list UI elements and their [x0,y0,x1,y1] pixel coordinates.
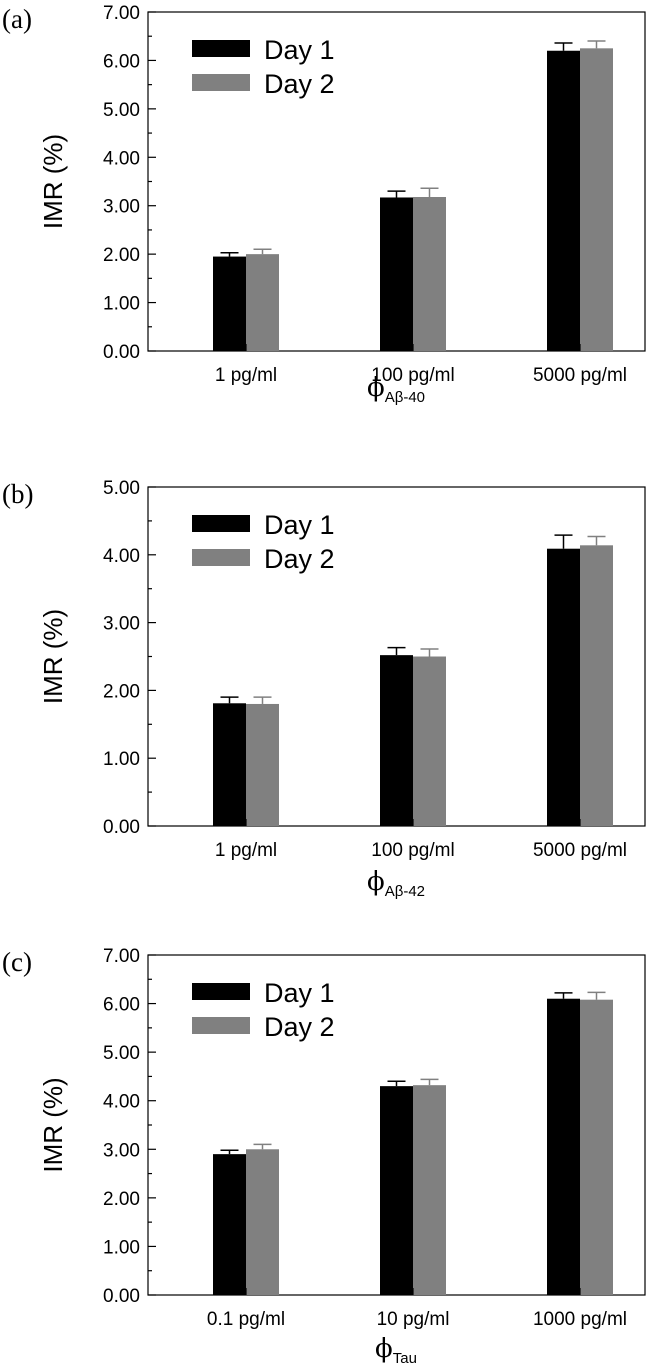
y-tick-label: 2.00 [103,681,140,702]
y-tick-label: 0.00 [103,342,140,363]
y-tick-label: 2.00 [103,1189,140,1210]
bar-day2-0 [246,703,279,826]
x-tick-label: 1000 pg/ml [533,1309,627,1330]
legend-label-day1: Day 1 [264,35,335,65]
bar-day1-2 [547,50,580,351]
y-tick-label: 4.00 [103,1092,140,1113]
y-tick-label: 3.00 [103,1140,140,1161]
y-tick-label: 1.00 [103,749,140,770]
x-axis-title: ϕAβ-42 [367,867,425,900]
y-tick-label: 0.00 [103,1286,140,1307]
x-tick-label: 0.1 pg/ml [207,1309,285,1330]
legend-label-day2: Day 2 [264,1012,335,1042]
y-tick-label: 4.00 [103,148,140,169]
x-axis-symbol: ϕ [367,867,385,897]
bar-day2-1 [413,196,446,351]
legend-label-day1: Day 1 [264,978,335,1008]
chart-panel-a: 0.00 1.00 2.00 3.00 4.00 5.00 6.00 7.00 1 pg/ml 1… [2,3,646,406]
legend-swatch-day2 [192,74,250,91]
chart-panel-b: 0.00 1.00 2.00 3.00 4.00 5.00 1 pg/ml 100 pg/ml… [2,478,646,900]
legend-label-day1: Day 1 [264,510,335,540]
x-tick-label: 1 pg/ml [215,365,277,386]
y-tick-label: 0.00 [103,817,140,838]
x-tick-label: 100 pg/ml [371,840,454,861]
y-tick-label: 5.00 [103,100,140,121]
chart-panel-c: 0.00 1.00 2.00 3.00 4.00 5.00 6.00 7.00 0.1 pg/m… [2,946,646,1364]
y-tick-label: 2.00 [103,245,140,266]
bar-day1-1 [380,197,413,351]
bar-day1-1 [380,1086,413,1295]
y-tick-label: 3.00 [103,197,140,218]
y-tick-label: 1.00 [103,1237,140,1258]
y-tick-label: 6.00 [103,51,140,72]
bar-day1-2 [547,548,580,826]
bar-day2-1 [413,1085,446,1295]
x-tick-label: 5000 pg/ml [533,365,627,386]
bar-day2-2 [580,999,613,1295]
legend-swatch-day1 [192,515,250,532]
y-axis-title: IMR (%) [38,609,68,704]
legend-swatch-day2 [192,1017,250,1034]
x-tick-label: 5000 pg/ml [533,840,627,861]
y-axis-title: IMR (%) [38,134,68,229]
x-tick-label: 1 pg/ml [215,840,277,861]
bar-day1-0 [213,703,246,826]
legend-swatch-day1 [192,40,250,57]
x-axis-title: ϕAβ-40 [367,373,425,406]
y-tick-label: 7.00 [103,946,140,967]
panel-label: (a) [2,4,32,34]
y-tick-label: 5.00 [103,478,140,499]
y-tick-label: 3.00 [103,614,140,635]
x-axis-symbol: ϕ [375,1334,393,1364]
legend-label-day2: Day 2 [264,544,335,574]
bar-day2-2 [580,545,613,826]
bar-day2-0 [246,254,279,351]
bar-day2-0 [246,1149,279,1295]
panel-label: (b) [2,479,33,509]
y-axis-title: IMR (%) [38,1077,68,1172]
bar-day1-0 [213,1154,246,1295]
y-tick-label: 7.00 [103,3,140,24]
y-tick-label: 4.00 [103,546,140,567]
x-tick-label: 100 pg/ml [371,365,454,386]
x-tick-label: 10 pg/ml [377,1309,450,1330]
legend-swatch-day2 [192,549,250,566]
x-axis-subscript: Tau [393,1350,417,1364]
x-axis-symbol: ϕ [367,373,385,403]
bar-day2-2 [580,48,613,351]
x-axis-subscript: Aβ-40 [385,389,425,406]
bar-day1-0 [213,256,246,351]
y-tick-label: 6.00 [103,995,140,1016]
bar-day1-1 [380,655,413,826]
legend-swatch-day1 [192,983,250,1000]
x-axis-subscript: Aβ-42 [385,883,425,900]
x-axis-title: ϕTau [375,1334,417,1364]
y-tick-label: 1.00 [103,294,140,315]
y-tick-label: 5.00 [103,1043,140,1064]
panel-label: (c) [2,947,32,977]
bar-day1-2 [547,998,580,1295]
bar-day2-1 [413,656,446,826]
legend-label-day2: Day 2 [264,69,335,99]
